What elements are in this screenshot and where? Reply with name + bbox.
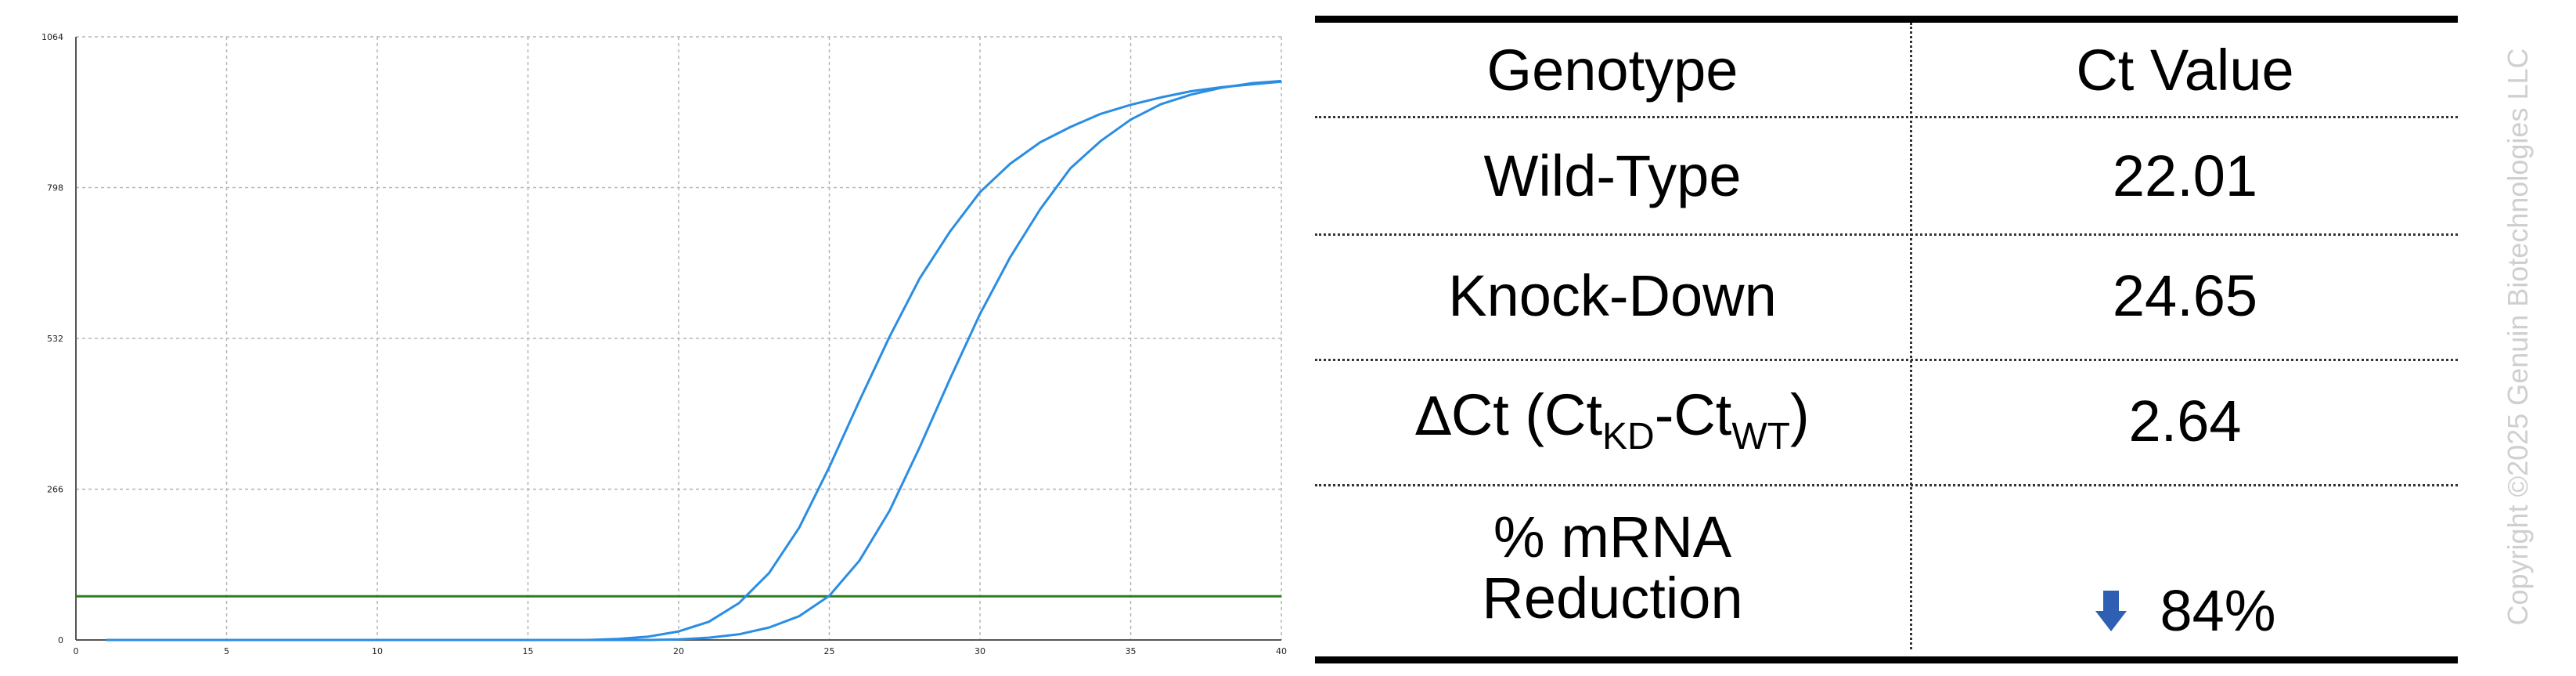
row-divider	[1315, 484, 2458, 486]
table-top-rule	[1315, 16, 2458, 23]
delta-symbol: ∆	[1415, 386, 1451, 449]
row-label-delta-ct: ∆Ct (CtKD-CtWT)	[1415, 382, 1810, 458]
subscript-kd: KD	[1602, 416, 1655, 458]
x-tick-label: 5	[224, 646, 229, 656]
amplification-chart: 0 5 10 15 20 25 30 35 40 0 266 532 798 1064	[41, 32, 1287, 656]
y-tick-label: 798	[47, 183, 63, 193]
amplification-curve-1	[106, 80, 1282, 642]
column-divider	[1910, 23, 1912, 649]
y-tick-label: 0	[58, 635, 63, 645]
row-divider	[1315, 359, 2458, 361]
x-tick-label: 15	[523, 646, 534, 656]
ct-value-table: Genotype Ct Value Wild-Type 22.01 Knock-…	[1315, 16, 2458, 663]
x-tick-label: 0	[74, 646, 79, 656]
x-tick-label: 10	[372, 646, 383, 656]
row-label-knock-down: Knock-Down	[1448, 262, 1777, 328]
subscript-wt: WT	[1731, 416, 1790, 458]
row-label-mrna-reduction: % mRNA Reduction	[1482, 504, 1743, 631]
y-tick-label: 532	[47, 334, 63, 344]
header-genotype: Genotype	[1486, 38, 1738, 103]
row-value-knock-down: 24.65	[2112, 262, 2258, 328]
x-tick-label: 25	[824, 646, 835, 656]
row-value-delta-ct: 2.64	[2128, 388, 2242, 454]
y-tick-label: 266	[47, 485, 63, 495]
header-ct-value: Ct Value	[2076, 38, 2294, 103]
chart-series	[106, 79, 1282, 642]
x-tick-label: 30	[975, 646, 985, 656]
chart-tick-labels: 0 5 10 15 20 25 30 35 40 0 266 532 798 1064	[41, 32, 1287, 656]
chart-grid	[75, 36, 1282, 641]
x-tick-label: 40	[1276, 646, 1287, 656]
down-arrow-icon	[2095, 591, 2127, 631]
row-label-wild-type: Wild-Type	[1483, 143, 1742, 209]
x-tick-label: 35	[1126, 646, 1137, 656]
copyright-notice: Copyright ©2025 Genuin Biotechnologies L…	[2502, 48, 2534, 626]
table-bottom-rule	[1315, 656, 2458, 663]
amplification-curve-2	[106, 79, 1282, 642]
row-divider	[1315, 116, 2458, 118]
row-value-mrna-reduction: 84%	[1912, 564, 2458, 658]
row-value-wild-type: 22.01	[2112, 143, 2258, 209]
y-tick-label: 1064	[41, 32, 63, 42]
x-tick-label: 20	[673, 646, 684, 656]
row-divider	[1315, 233, 2458, 236]
